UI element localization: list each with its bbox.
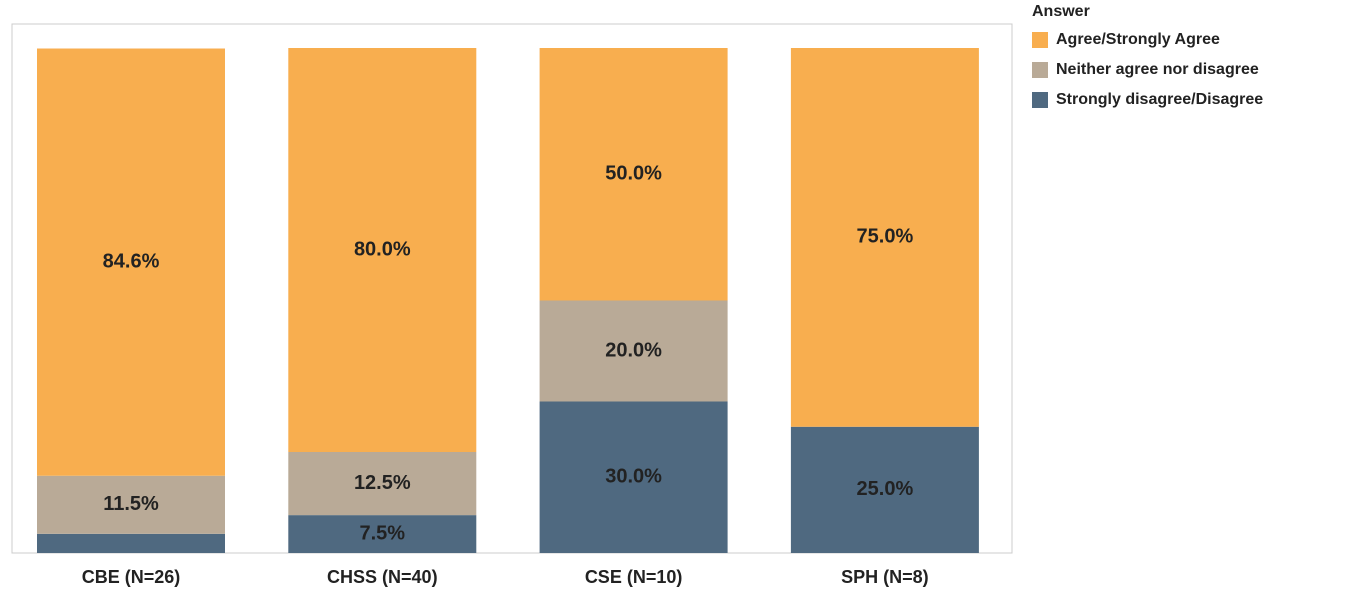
data-label: 11.5% [103, 493, 159, 515]
x-tick-label: CHSS (N=40) [327, 567, 438, 587]
data-label: 75.0% [857, 226, 914, 248]
bar-segment [790, 48, 979, 427]
legend-label: Neither agree nor disagree [1056, 61, 1259, 78]
bar-segment [288, 452, 477, 516]
bar-segment [37, 48, 225, 476]
bar-segment [539, 300, 728, 402]
legend-label: Strongly disagree/Disagree [1056, 91, 1263, 108]
x-tick-label: CSE (N=10) [585, 567, 683, 587]
legend-title: Answer [1032, 3, 1090, 20]
legend-swatch [1032, 62, 1048, 78]
data-label: 12.5% [354, 472, 411, 494]
x-tick-label: SPH (N=8) [841, 567, 929, 587]
data-label: 50.0% [605, 163, 662, 185]
legend-swatch [1032, 92, 1048, 108]
x-tick-label: CBE (N=26) [82, 567, 181, 587]
data-label: 7.5% [360, 522, 406, 544]
plot-frame [11, 23, 1013, 554]
bar-segment [790, 426, 979, 553]
data-label: 20.0% [605, 339, 662, 361]
bar-segment [539, 48, 728, 301]
legend-swatch [1032, 32, 1048, 48]
data-label: 30.0% [605, 466, 662, 488]
bar-segment [37, 475, 225, 534]
bar-segment [288, 515, 477, 553]
data-label: 80.0% [354, 238, 411, 260]
data-label: 25.0% [857, 478, 914, 500]
bar-segment [539, 401, 728, 553]
bar-segment [288, 48, 477, 452]
bar-segment [37, 533, 225, 553]
legend-label: Agree/Strongly Agree [1056, 31, 1220, 48]
data-label: 84.6% [103, 250, 160, 272]
